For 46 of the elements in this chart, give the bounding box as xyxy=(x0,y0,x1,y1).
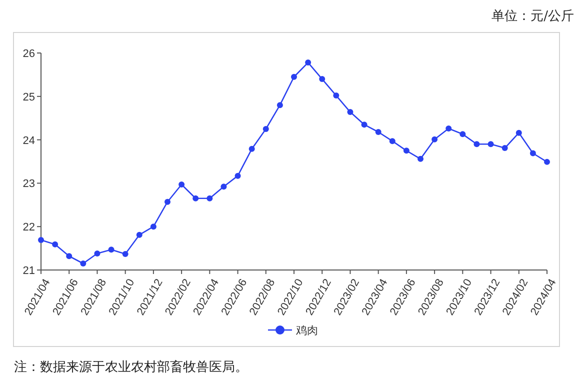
point xyxy=(403,148,410,154)
point xyxy=(94,250,100,257)
point xyxy=(136,232,142,238)
point xyxy=(319,76,326,82)
point xyxy=(446,126,452,132)
point xyxy=(206,195,213,202)
point xyxy=(80,260,86,266)
point xyxy=(361,122,368,128)
legend-label: 鸡肉 xyxy=(295,325,318,337)
point xyxy=(122,250,128,257)
point xyxy=(530,150,536,156)
point xyxy=(474,141,480,148)
point xyxy=(347,109,354,116)
point xyxy=(108,246,114,253)
point xyxy=(375,128,382,135)
point xyxy=(234,172,241,179)
point xyxy=(333,92,340,99)
point xyxy=(262,126,269,132)
y-tick-label: 26 xyxy=(22,48,35,60)
y-tick-label: 21 xyxy=(22,265,35,277)
y-tick-label: 25 xyxy=(22,91,35,104)
point xyxy=(220,184,227,190)
point xyxy=(38,237,44,244)
point xyxy=(544,158,550,165)
point xyxy=(460,131,466,138)
point xyxy=(418,156,424,162)
point xyxy=(178,182,185,188)
point xyxy=(291,74,297,80)
y-tick-label: 24 xyxy=(22,134,35,147)
point xyxy=(276,102,283,108)
point xyxy=(516,130,522,136)
point xyxy=(150,224,156,230)
point xyxy=(52,241,58,248)
point xyxy=(192,195,199,202)
point xyxy=(66,253,72,260)
point xyxy=(502,145,508,152)
point xyxy=(164,198,170,205)
point xyxy=(488,141,494,148)
text: 注：数据来源于农业农村部畜牧兽医局。 xyxy=(14,359,248,375)
y-tick-label: 22 xyxy=(22,222,35,234)
y-tick-label: 23 xyxy=(22,178,35,190)
point xyxy=(389,138,396,144)
point xyxy=(305,60,312,66)
point xyxy=(248,146,255,152)
point xyxy=(432,136,438,142)
text: 单位：元/公斤 xyxy=(492,9,574,24)
